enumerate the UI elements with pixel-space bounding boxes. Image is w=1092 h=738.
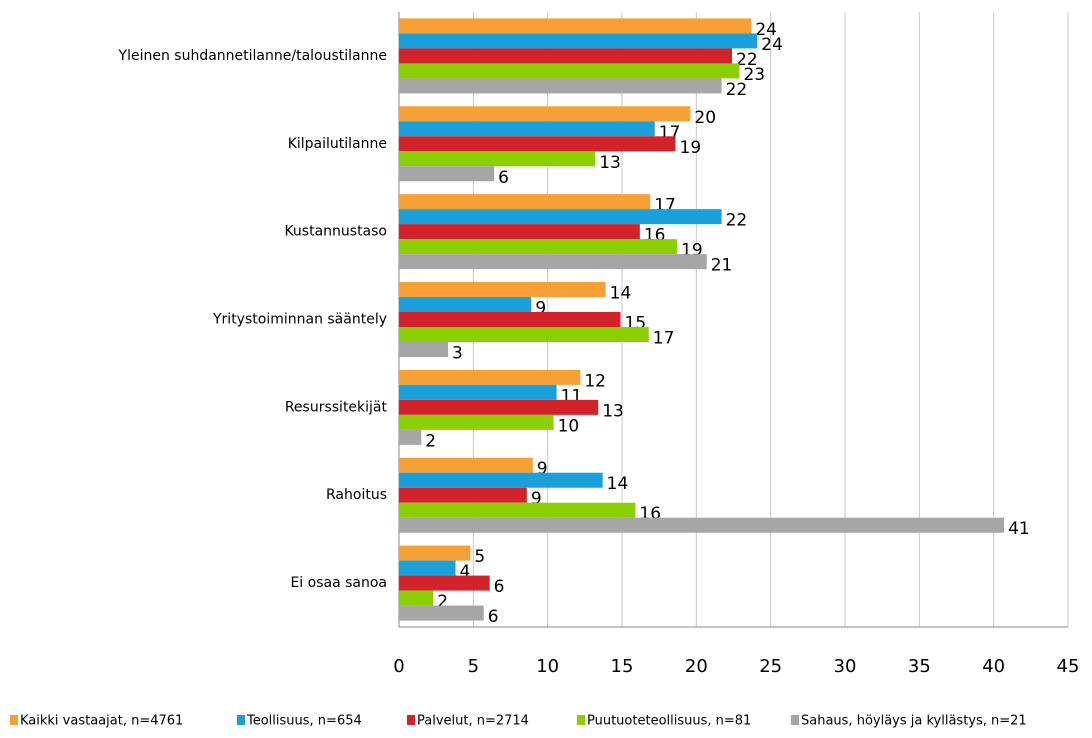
data-label: 13: [602, 401, 624, 421]
bar: [399, 78, 722, 94]
data-label: 21: [711, 256, 733, 276]
bar: [399, 369, 581, 385]
x-tick-label: 5: [468, 656, 479, 677]
bar: [399, 106, 691, 122]
legend-marker: [791, 715, 799, 725]
x-tick-label: 35: [908, 656, 931, 677]
data-label: 19: [680, 138, 702, 158]
bar: [399, 282, 606, 297]
bar: [399, 605, 484, 621]
data-label: 2: [437, 592, 448, 612]
data-label: 4: [459, 562, 470, 582]
data-label: 20: [694, 108, 716, 128]
bar: [399, 399, 599, 415]
data-label: 6: [494, 577, 505, 597]
bar: [399, 254, 707, 270]
category-label: Yleinen suhdannetilanne/taloustilanne: [118, 48, 387, 64]
bar: [399, 517, 1005, 533]
bar: [399, 194, 651, 210]
legend-marker: [577, 715, 585, 725]
x-tick-label: 20: [685, 656, 708, 677]
data-label: 6: [488, 607, 499, 627]
category-label: Rahoitus: [326, 487, 387, 503]
data-label: 3: [452, 344, 463, 364]
data-label: 13: [599, 153, 621, 173]
bar: [399, 136, 676, 152]
legend-marker: [10, 715, 18, 725]
bar: [399, 502, 636, 518]
bar: [399, 151, 596, 167]
x-tick-label: 45: [1057, 656, 1080, 677]
bar: [399, 209, 722, 225]
bar: [399, 48, 733, 64]
data-label: 6: [498, 168, 509, 188]
data-label: 12: [584, 371, 606, 391]
bar: [399, 166, 495, 182]
data-label: 14: [610, 284, 632, 304]
data-label: 41: [1008, 519, 1030, 539]
x-tick-label: 10: [536, 656, 559, 677]
x-tick-label: 30: [834, 656, 857, 677]
bar: [399, 545, 471, 561]
data-label: 22: [736, 50, 758, 70]
x-tick-label: 40: [982, 656, 1005, 677]
bar: [399, 33, 758, 49]
data-label: 24: [761, 35, 783, 55]
category-label: Ei osaa sanoa: [290, 575, 387, 591]
data-label: 24: [755, 20, 777, 40]
bar: [399, 121, 655, 137]
bar: [399, 297, 532, 312]
bar: [399, 63, 740, 79]
x-tick-label: 25: [759, 656, 782, 677]
legend-marker: [237, 715, 245, 725]
legend-label: Teollisuus, n=654: [246, 714, 362, 729]
bar: [399, 327, 649, 342]
bar: [399, 560, 456, 576]
bar: [399, 590, 434, 606]
legend-marker: [407, 715, 415, 725]
bar: [399, 224, 640, 240]
x-tick-label: 15: [611, 656, 634, 677]
category-label: Yritystoiminnan sääntely: [212, 312, 387, 328]
legend-label: Sahaus, höyläys ja kyllästys, n=21: [801, 714, 1027, 729]
category-label: Resurssitekijät: [285, 399, 388, 415]
data-label: 22: [726, 211, 748, 231]
legend-label: Palvelut, n=2714: [417, 714, 529, 729]
data-label: 5: [474, 547, 485, 567]
x-tick-label: 0: [393, 656, 404, 677]
bar: [399, 487, 527, 503]
data-label: 10: [558, 416, 580, 436]
data-label: 9: [537, 459, 548, 479]
data-label: 2: [425, 431, 436, 451]
category-label: Kilpailutilanne: [288, 136, 387, 152]
data-label: 23: [743, 65, 765, 85]
bar: [399, 384, 557, 400]
data-label: 9: [535, 299, 546, 319]
bar: [399, 472, 603, 488]
data-label: 22: [726, 80, 748, 100]
bar: [399, 239, 678, 255]
category-label: Kustannustaso: [284, 224, 387, 240]
data-label: 17: [653, 329, 675, 349]
bar: [399, 429, 422, 445]
legend-label: Kaikki vastaajat, n=4761: [20, 714, 183, 729]
bar: [399, 312, 621, 327]
bar: [399, 575, 490, 591]
legend-label: Puutuoteteollisuus, n=81: [587, 714, 751, 729]
bar: [399, 18, 752, 34]
bar: [399, 457, 533, 473]
bar: [399, 414, 554, 430]
bar: [399, 342, 449, 357]
data-label: 9: [531, 489, 542, 509]
data-label: 14: [607, 474, 629, 494]
